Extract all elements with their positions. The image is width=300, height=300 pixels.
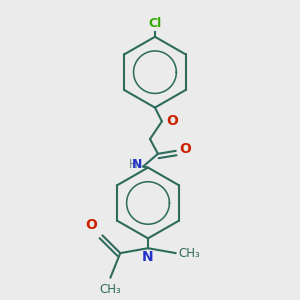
Text: N: N — [132, 158, 142, 171]
Text: Cl: Cl — [148, 17, 162, 30]
Text: CH₃: CH₃ — [100, 283, 121, 296]
Text: H: H — [129, 158, 138, 171]
Text: N: N — [142, 250, 154, 264]
Text: O: O — [180, 142, 192, 156]
Text: O: O — [166, 114, 178, 128]
Text: O: O — [85, 218, 98, 233]
Text: CH₃: CH₃ — [179, 247, 200, 260]
